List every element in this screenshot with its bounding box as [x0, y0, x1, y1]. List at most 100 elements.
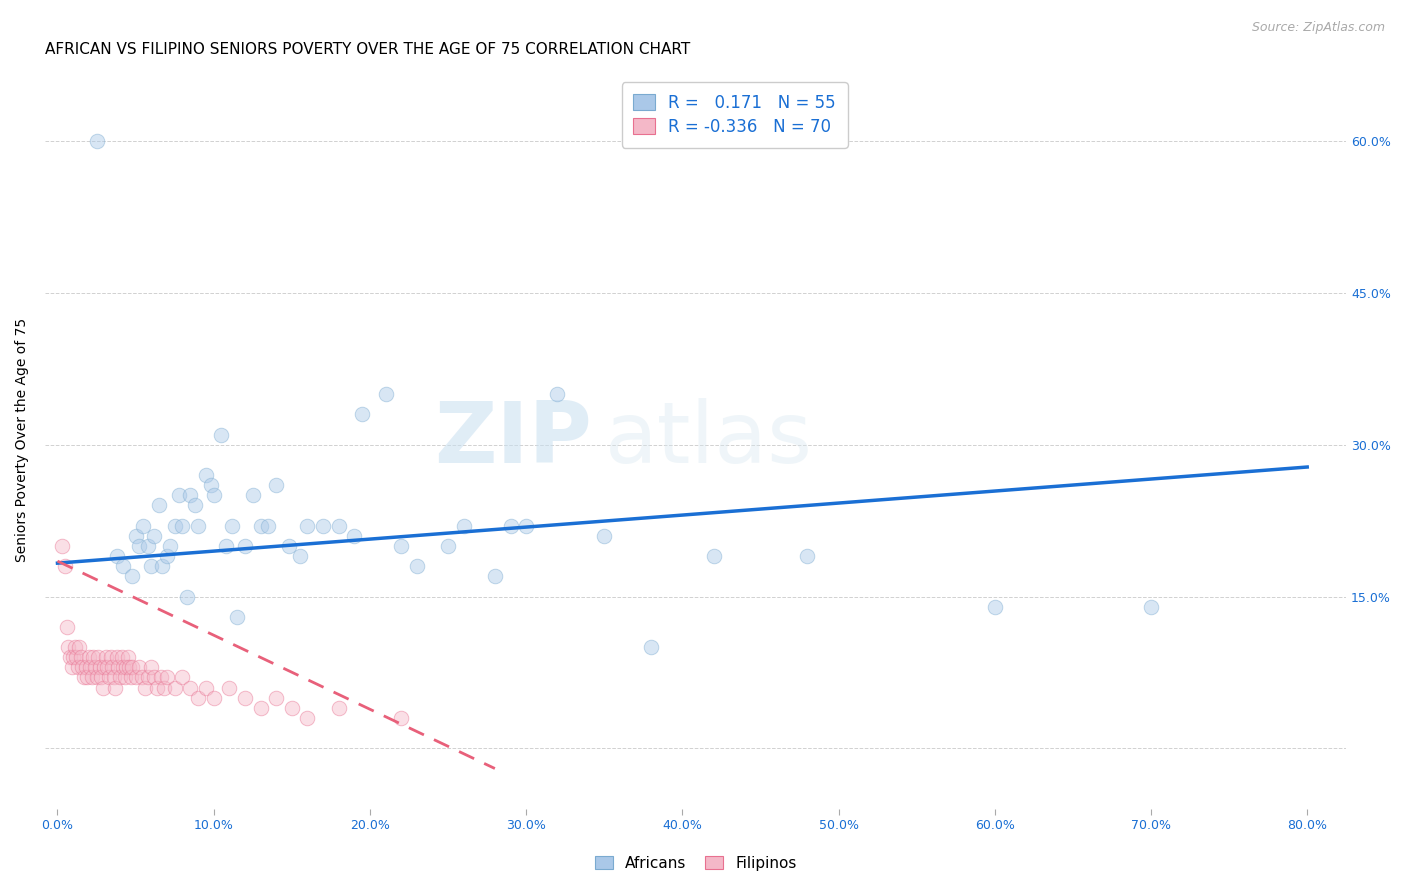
Point: [249, 518, 271, 533]
Point: [215, 539, 238, 553]
Point: [121, 660, 143, 674]
Point: [156, 549, 179, 563]
Point: [211, 427, 233, 442]
Point: [233, 690, 256, 705]
Point: [114, 670, 136, 684]
Point: [221, 518, 243, 533]
Point: [66, 660, 89, 674]
Point: [184, 499, 207, 513]
Point: [103, 670, 125, 684]
Point: [93, 660, 115, 674]
Point: [297, 518, 319, 533]
Point: [124, 670, 146, 684]
Point: [288, 549, 311, 563]
Point: [187, 518, 209, 533]
Point: [194, 468, 217, 483]
Point: [163, 681, 186, 695]
Point: [86, 670, 108, 684]
Point: [56, 620, 79, 634]
Point: [1140, 599, 1163, 614]
Point: [149, 670, 172, 684]
Point: [121, 569, 143, 583]
Point: [104, 681, 127, 695]
Point: [105, 549, 128, 563]
Point: [84, 660, 107, 674]
Point: [77, 650, 100, 665]
Point: [108, 670, 131, 684]
Point: [72, 660, 94, 674]
Point: [984, 599, 1007, 614]
Point: [94, 650, 117, 665]
Point: [63, 640, 86, 654]
Point: [218, 681, 240, 695]
Point: [89, 660, 111, 674]
Point: [87, 650, 110, 665]
Point: [101, 660, 124, 674]
Point: [593, 529, 616, 543]
Point: [141, 559, 163, 574]
Point: [59, 650, 82, 665]
Point: [328, 701, 350, 715]
Point: [67, 640, 90, 654]
Point: [546, 387, 568, 401]
Point: [156, 670, 179, 684]
Point: [163, 518, 186, 533]
Point: [187, 690, 209, 705]
Point: [141, 660, 163, 674]
Point: [112, 660, 135, 674]
Point: [90, 670, 112, 684]
Point: [75, 660, 97, 674]
Point: [152, 681, 174, 695]
Point: [70, 650, 93, 665]
Point: [107, 660, 129, 674]
Point: [58, 640, 80, 654]
Point: [172, 670, 194, 684]
Point: [96, 660, 118, 674]
Point: [136, 670, 159, 684]
Point: [703, 549, 725, 563]
Point: [115, 660, 138, 674]
Point: [405, 559, 427, 574]
Point: [242, 488, 264, 502]
Point: [176, 590, 198, 604]
Point: [453, 518, 475, 533]
Point: [98, 670, 121, 684]
Point: [143, 670, 166, 684]
Text: ZIP: ZIP: [434, 398, 592, 481]
Point: [105, 650, 128, 665]
Point: [640, 640, 662, 654]
Point: [65, 650, 87, 665]
Point: [352, 408, 374, 422]
Point: [374, 387, 396, 401]
Point: [148, 499, 170, 513]
Point: [389, 711, 412, 725]
Point: [343, 529, 366, 543]
Point: [249, 701, 271, 715]
Point: [80, 670, 103, 684]
Point: [328, 518, 350, 533]
Point: [172, 518, 194, 533]
Point: [131, 670, 153, 684]
Point: [51, 539, 73, 553]
Point: [132, 518, 155, 533]
Point: [264, 478, 287, 492]
Point: [100, 650, 122, 665]
Point: [118, 660, 141, 674]
Point: [146, 681, 169, 695]
Point: [136, 539, 159, 553]
Point: [297, 711, 319, 725]
Point: [484, 569, 506, 583]
Point: [143, 529, 166, 543]
Point: [226, 609, 249, 624]
Point: [389, 539, 412, 553]
Point: [128, 660, 150, 674]
Point: [202, 690, 225, 705]
Point: [117, 650, 139, 665]
Point: [62, 650, 84, 665]
Text: atlas: atlas: [605, 398, 813, 481]
Point: [179, 681, 201, 695]
Y-axis label: Seniors Poverty Over the Age of 75: Seniors Poverty Over the Age of 75: [15, 318, 30, 562]
Point: [128, 539, 150, 553]
Point: [202, 488, 225, 502]
Point: [277, 539, 299, 553]
